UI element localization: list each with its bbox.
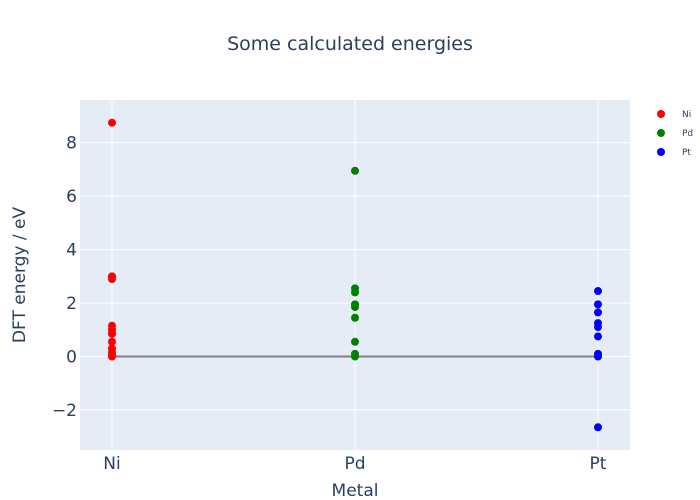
legend-marker xyxy=(657,110,665,118)
data-point-pt xyxy=(594,423,602,432)
data-point-ni xyxy=(108,275,116,284)
legend-item-pd[interactable]: Pd xyxy=(657,129,693,139)
x-axis-title: Metal xyxy=(332,481,379,500)
data-point-ni xyxy=(108,337,116,346)
y-tick-label: 8 xyxy=(66,134,77,154)
data-point-pd xyxy=(351,166,359,175)
x-tick-label: Pt xyxy=(590,454,607,474)
data-point-pt xyxy=(594,308,602,317)
y-ticks: −2 0 2 4 6 8 xyxy=(52,134,77,421)
data-point-pt xyxy=(594,332,602,341)
data-point-pd xyxy=(351,337,359,346)
legend-label: Pd xyxy=(682,129,693,139)
x-tick-label: Pd xyxy=(344,454,365,474)
y-tick-label: −2 xyxy=(52,401,77,421)
data-point-ni xyxy=(108,329,116,338)
data-point-pd xyxy=(351,352,359,361)
data-point-pt xyxy=(594,287,602,296)
data-point-ni xyxy=(108,118,116,127)
data-point-ni xyxy=(108,352,116,361)
y-axis-title: DFT energy / eV xyxy=(10,207,30,344)
chart-title: Some calculated energies xyxy=(227,33,473,55)
y-tick-label: 2 xyxy=(66,294,77,314)
x-tick-label: Ni xyxy=(103,454,120,474)
legend-marker xyxy=(657,129,665,137)
legend-item-pt[interactable]: Pt xyxy=(657,148,691,158)
data-point-pt xyxy=(594,323,602,332)
data-point-pt xyxy=(594,352,602,361)
legend-item-ni[interactable]: Ni xyxy=(657,110,691,120)
data-point-pd xyxy=(351,313,359,322)
y-tick-label: 4 xyxy=(66,241,77,261)
x-ticks: Ni Pd Pt xyxy=(103,454,607,474)
y-tick-label: 6 xyxy=(66,187,77,207)
legend-label: Ni xyxy=(682,110,691,120)
legend-label: Pt xyxy=(682,148,691,158)
data-point-pd xyxy=(351,288,359,297)
data-point-pd xyxy=(351,303,359,312)
data-points xyxy=(108,118,602,432)
y-tick-label: 0 xyxy=(66,347,77,367)
legend-marker xyxy=(657,148,665,156)
legend[interactable]: Ni Pd Pt xyxy=(657,110,693,158)
data-point-pt xyxy=(594,300,602,309)
